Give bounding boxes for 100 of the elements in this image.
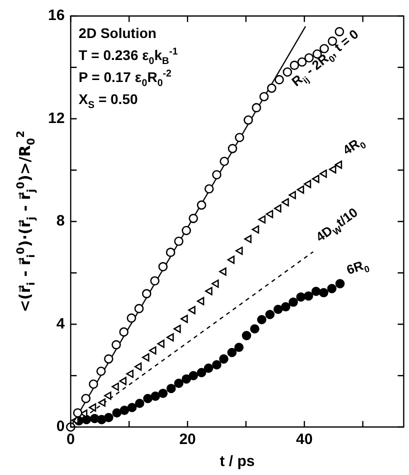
point (259, 92, 269, 102)
point (244, 115, 253, 125)
point (282, 198, 289, 206)
point (244, 234, 252, 244)
point (266, 210, 274, 218)
point (120, 406, 130, 415)
point (174, 378, 184, 388)
point (288, 298, 298, 307)
point (188, 306, 196, 314)
x-tick-label: 20 (179, 431, 196, 448)
point (104, 412, 114, 422)
point (311, 286, 321, 296)
point (288, 190, 296, 200)
point (274, 204, 282, 213)
point (148, 346, 156, 355)
annotation: 2D Solution (78, 25, 156, 41)
y-tick-label: 4 (56, 315, 66, 332)
point (112, 382, 119, 391)
point (297, 57, 307, 67)
point (227, 348, 237, 358)
point (126, 370, 134, 378)
y-tick-label: 8 (56, 212, 65, 230)
point (242, 330, 252, 340)
point (234, 132, 244, 142)
point (196, 368, 206, 378)
point (81, 394, 91, 404)
point (205, 287, 212, 296)
x-tick-label: 40 (296, 431, 313, 448)
point (88, 403, 96, 412)
point (143, 394, 152, 404)
point (126, 313, 136, 323)
point (235, 246, 243, 255)
point (196, 297, 204, 306)
text: 4R0 (340, 136, 368, 158)
point (204, 364, 214, 373)
point (335, 279, 345, 288)
y-tick-label: 12 (48, 110, 65, 127)
point (150, 276, 160, 286)
point (282, 67, 292, 77)
point (273, 304, 283, 314)
point (166, 384, 176, 394)
point (304, 180, 312, 188)
point (134, 398, 144, 408)
text: <(r⃗i - r⃗i0)·(r⃗j - r⃗j0)>/R02 (15, 130, 38, 312)
point (166, 333, 174, 342)
point (320, 170, 327, 178)
point (127, 402, 137, 412)
point (166, 248, 176, 257)
point (212, 360, 222, 370)
point (112, 408, 122, 418)
point (250, 324, 260, 334)
point (252, 225, 260, 234)
point (142, 289, 152, 298)
point (265, 310, 275, 320)
point (320, 44, 329, 54)
point (112, 340, 121, 350)
point (119, 376, 126, 386)
point (150, 392, 160, 401)
point (188, 370, 198, 380)
point (328, 165, 336, 174)
point (258, 215, 266, 224)
point (104, 392, 112, 400)
point (134, 362, 142, 371)
point (96, 366, 106, 376)
legend-label: 6R0 (344, 258, 371, 278)
point (196, 200, 206, 210)
point (319, 288, 328, 298)
point (134, 304, 144, 314)
text: Rij - 2R0, t = 0 (288, 26, 362, 90)
point (304, 291, 314, 301)
point (290, 60, 300, 70)
point (334, 160, 342, 169)
point (204, 184, 214, 194)
point (220, 156, 229, 166)
point (104, 354, 114, 364)
x-axis-title: t / ps (220, 453, 255, 470)
point (267, 84, 276, 93)
point (219, 354, 228, 364)
y-tick-label: 0 (56, 418, 65, 436)
point (327, 284, 336, 294)
point (257, 314, 266, 324)
point (227, 256, 235, 264)
point (212, 280, 219, 288)
point (180, 314, 188, 323)
point (158, 262, 168, 272)
point (119, 327, 128, 337)
point (98, 398, 106, 407)
point (182, 374, 192, 384)
point (188, 214, 198, 224)
point (228, 144, 238, 154)
point (174, 324, 181, 333)
point (219, 267, 226, 276)
point (252, 103, 262, 112)
point (73, 408, 82, 418)
text: 4DWt/10 (313, 204, 360, 245)
point (212, 170, 222, 180)
point (234, 342, 244, 352)
point (182, 226, 192, 236)
point (157, 340, 164, 348)
point (281, 302, 290, 312)
